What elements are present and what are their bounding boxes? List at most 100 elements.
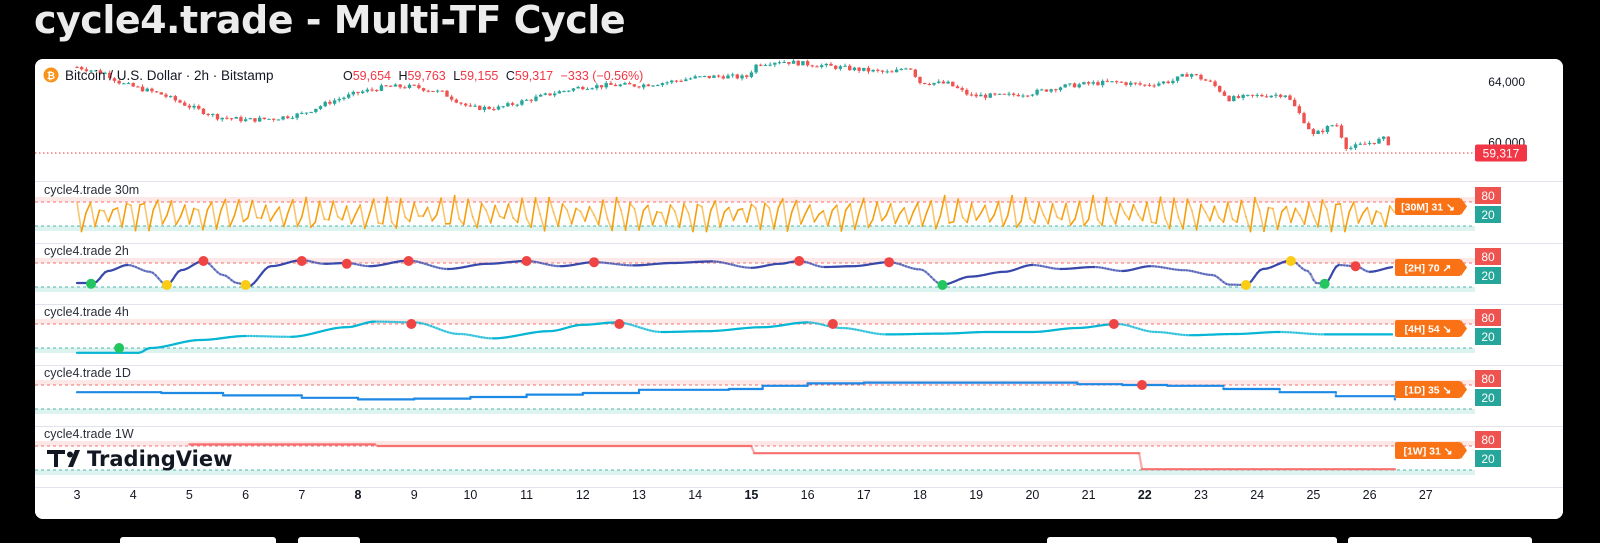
- candle: [421, 88, 426, 91]
- value-tag[interactable]: [1395, 381, 1461, 398]
- line-segment: [341, 205, 348, 221]
- pane-title[interactable]: cycle4.trade 4h: [44, 305, 129, 319]
- line-segment: [741, 207, 748, 223]
- candle: [360, 91, 365, 94]
- line-segment: [867, 218, 874, 229]
- line-segment: [984, 204, 991, 223]
- line-segment: [876, 200, 883, 222]
- line-segment: [1029, 217, 1036, 224]
- signal-dot: [1350, 261, 1361, 272]
- line-segment: [103, 210, 110, 223]
- lower-level-badge: [1475, 389, 1501, 406]
- candle: [1021, 95, 1025, 97]
- lower-level-label: 20: [1481, 391, 1495, 405]
- line-segment: [880, 214, 888, 222]
- candle: [918, 76, 922, 83]
- chart-card[interactable]: 64,000 60,000 59,317 cycle4.trade 30m [30M]…: [35, 59, 1563, 519]
- signal-dot: [1240, 280, 1251, 290]
- value-tag-pointer: [1461, 442, 1467, 459]
- candle: [674, 80, 679, 82]
- pane-title[interactable]: cycle4.trade 1D: [44, 366, 131, 380]
- oscillator-pane[interactable]: cycle4.trade 1W [1W] 31 ↘ 80 20: [35, 427, 1563, 488]
- line-segment: [723, 206, 730, 213]
- value-tag-label: [2H] 70 ↗: [1405, 263, 1452, 275]
- bottom-button-2[interactable]: [298, 537, 360, 543]
- line-segment: [579, 210, 586, 222]
- signal-dot: [1285, 256, 1296, 266]
- oscillator-pane[interactable]: cycle4.trade 4h [4H] 54 ↘ 80 20: [35, 305, 1563, 366]
- candle: [1063, 84, 1067, 88]
- candle: [834, 65, 838, 69]
- candle: [1161, 81, 1166, 84]
- candle: [866, 67, 871, 72]
- candle: [365, 89, 370, 92]
- line-segment: [121, 202, 128, 228]
- line-segment: [588, 205, 595, 216]
- line-segment: [1132, 203, 1139, 216]
- bottom-button-1[interactable]: [120, 537, 276, 543]
- pane-title[interactable]: cycle4.trade 2h: [44, 244, 129, 258]
- oscillator-pane[interactable]: cycle4.trade 1D [1D] 35 ↘ 80 20: [35, 366, 1563, 427]
- line-segment: [494, 204, 501, 218]
- oscillator-pane[interactable]: cycle4.trade 2h [2H] 70 ↗ 80 20: [35, 244, 1563, 305]
- line-segment: [112, 207, 119, 211]
- value-tag[interactable]: [1395, 320, 1461, 337]
- line-segment: [1285, 205, 1292, 224]
- candle: [117, 80, 121, 84]
- oversold-zone: [35, 287, 1475, 292]
- line-segment: [570, 207, 577, 225]
- line-segment: [1281, 205, 1288, 213]
- value-tag-label: [4H] 54 ↘: [1405, 324, 1452, 336]
- line-segment: [1168, 197, 1175, 230]
- candle: [688, 78, 693, 80]
- candle: [787, 62, 791, 64]
- candle: [300, 112, 304, 114]
- candle: [698, 76, 702, 78]
- tradingview-logo[interactable]: TradingView: [47, 447, 232, 471]
- line-segment: [966, 202, 973, 224]
- line-segment: [161, 214, 168, 225]
- candle: [745, 75, 749, 77]
- ohlc-open: 59,654: [353, 69, 391, 83]
- line-segment: [840, 209, 847, 232]
- line-segment: [773, 206, 780, 230]
- last-price-badge[interactable]: [1475, 144, 1527, 162]
- candle: [721, 76, 725, 79]
- time-axis[interactable]: 3 4 5 6 7 8 9 10 11 12 13 14 15 16 17 18 19 20 21 22 23 24 25 2…: [74, 488, 1433, 502]
- oscillator-panes[interactable]: cycle4.trade 30m[30M] 31 ↘8020cycle4.tra…: [35, 183, 1563, 488]
- ohlc-close-label: C: [506, 69, 515, 83]
- upper-level-badge: [1475, 370, 1501, 387]
- line-segment: [764, 202, 771, 209]
- candle: [478, 105, 482, 110]
- bottom-button-3[interactable]: [1047, 537, 1337, 543]
- candle: [618, 84, 622, 87]
- line-segment: [193, 207, 200, 211]
- line-segment: [1362, 206, 1369, 215]
- candle: [145, 88, 149, 92]
- candle: [1100, 80, 1105, 86]
- candle: [1269, 95, 1273, 98]
- pane-title[interactable]: cycle4.trade 30m: [44, 183, 139, 197]
- time-axis-tick: 12: [576, 488, 590, 502]
- candle: [375, 90, 379, 92]
- candle: [393, 84, 398, 87]
- candle: [716, 75, 721, 77]
- oscillator-pane[interactable]: cycle4.trade 30m [30M] 31 ↘ 80 20: [35, 183, 1563, 244]
- candle: [131, 83, 135, 87]
- line-segment: [642, 204, 649, 212]
- line-segment: [134, 203, 141, 232]
- line-segment: [332, 200, 339, 218]
- bottom-button-4[interactable]: [1348, 537, 1532, 543]
- line-segment: [557, 203, 564, 228]
- candle: [988, 93, 992, 98]
- line-segment: [1015, 220, 1022, 228]
- value-tag[interactable]: [1395, 259, 1461, 276]
- value-tag[interactable]: [1395, 198, 1461, 215]
- symbol-title[interactable]: Bitcoin / U.S. Dollar · 2h · Bitstamp: [65, 68, 274, 83]
- pane-title[interactable]: cycle4.trade 1W: [44, 427, 134, 441]
- line-segment: [318, 200, 326, 220]
- value-tag[interactable]: [1395, 442, 1461, 459]
- signal-dot: [614, 319, 625, 329]
